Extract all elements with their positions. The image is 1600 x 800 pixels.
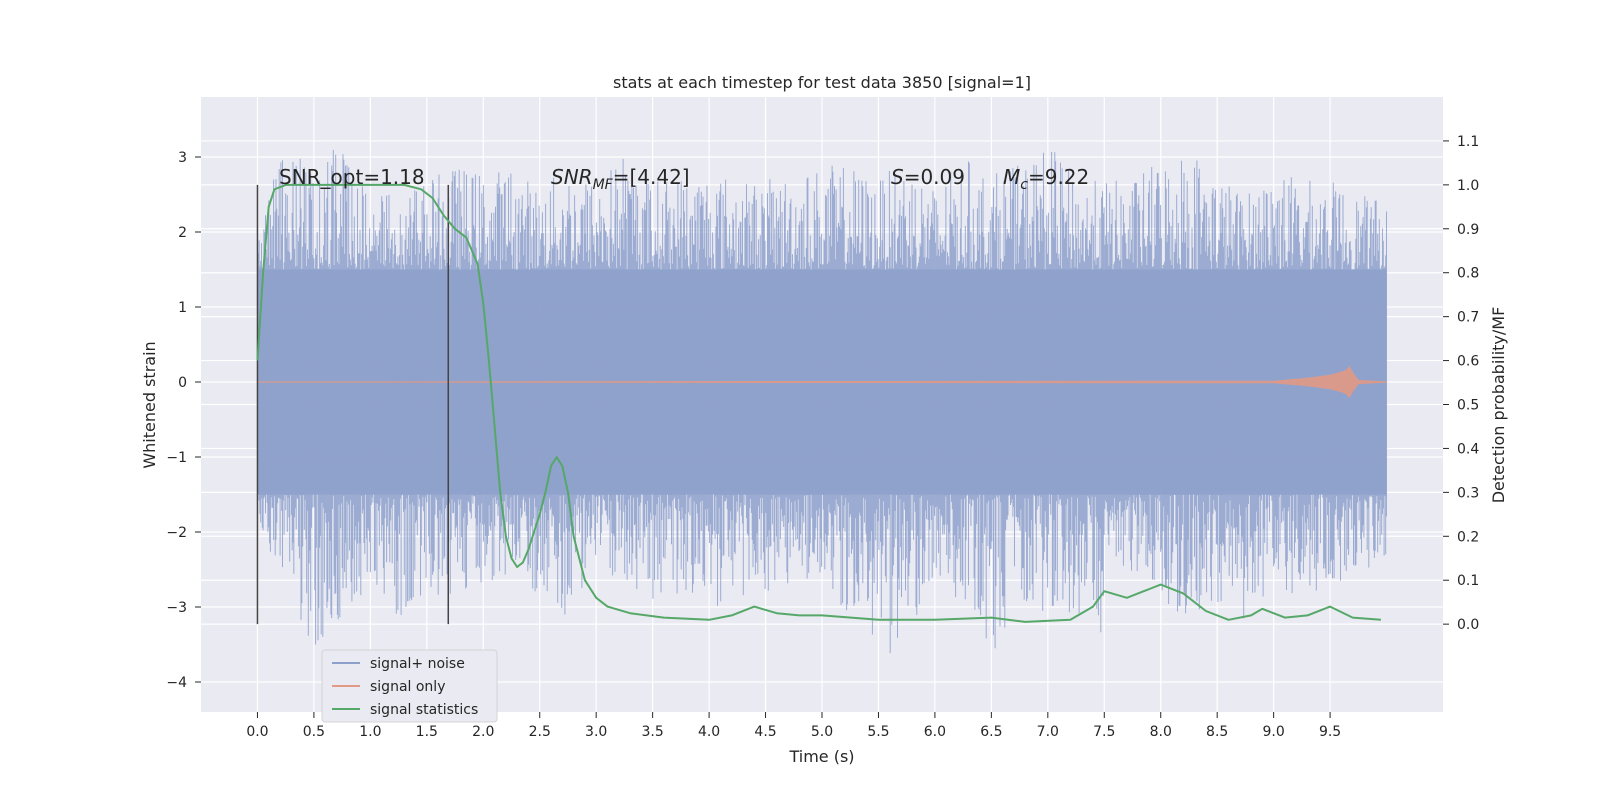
x-axis-ticks: 0.0 0.5 1.0 1.5 2.0 2.5 3.0 3.5 4.0 4.5 5.0 5.5 6.0 6… — [246, 712, 1341, 740]
annotation-s: S=0.09 — [891, 165, 965, 189]
y2-tick-label: 0.1 — [1457, 573, 1479, 589]
legend: signal+ noise signal only signal statist… — [321, 649, 498, 723]
annotation-snr-mf: SNRMF=[4.42] — [551, 165, 690, 193]
annotation-mc-value: =9.22 — [1028, 165, 1089, 189]
annotation-mc-sub: c — [1020, 177, 1028, 193]
y-axis-label: Whitened strain — [140, 341, 159, 468]
x-tick-label: 7.5 — [1093, 724, 1115, 740]
x-tick-label: 4.0 — [698, 724, 720, 740]
legend-box — [321, 649, 498, 723]
legend-label-signal-statistics: signal statistics — [370, 702, 478, 718]
x-tick-label: 3.5 — [642, 724, 664, 740]
annotation-snr-mf-sub: MF — [593, 177, 614, 193]
x-tick-label: 8.5 — [1206, 724, 1228, 740]
chart-title: stats at each timestep for test data 385… — [613, 73, 1031, 92]
annotation-mc: Mc=9.22 — [1003, 165, 1089, 193]
x-tick-label: 9.5 — [1319, 724, 1341, 740]
x-tick-label: 6.5 — [980, 724, 1002, 740]
x-tick-label: 7.0 — [1037, 724, 1059, 740]
y-tick-label: 0 — [178, 375, 187, 391]
y2-tick-label: 0.0 — [1457, 617, 1479, 633]
x-tick-label: 3.0 — [585, 724, 607, 740]
signal-statistics-series — [256, 183, 1381, 623]
y2-tick-label: 1.0 — [1457, 178, 1479, 194]
y2-tick-label: 0.2 — [1457, 529, 1479, 545]
y2-tick-label: 0.9 — [1457, 222, 1479, 238]
x-tick-label: 5.0 — [811, 724, 833, 740]
x-tick-label: 2.0 — [472, 724, 494, 740]
x-tick-label: 0.0 — [246, 724, 268, 740]
legend-label-signal-only: signal only — [370, 679, 445, 695]
y2-tick-label: 0.8 — [1457, 266, 1479, 282]
x-tick-label: 9.0 — [1263, 724, 1285, 740]
y2-tick-label: 0.4 — [1457, 441, 1479, 457]
x-tick-label: 4.5 — [754, 724, 776, 740]
annotation-mc-base: M — [1003, 165, 1020, 189]
annotation-s-base: S — [891, 165, 904, 189]
y-axis-ticks: −4 −3 −2 −1 0 1 2 3 — [166, 150, 201, 691]
y-tick-label: −2 — [166, 525, 187, 541]
y-tick-label: −1 — [166, 450, 187, 466]
annotation-s-value: =0.09 — [904, 165, 965, 189]
x-tick-label: 2.5 — [529, 724, 551, 740]
legend-label-signal-noise: signal+ noise — [370, 656, 465, 672]
y-tick-label: 2 — [178, 225, 187, 241]
signal-only-trace — [257, 365, 1387, 399]
x-tick-label: 8.0 — [1150, 724, 1172, 740]
y2-tick-label: 1.1 — [1457, 134, 1479, 150]
y2-tick-label: 0.5 — [1457, 398, 1479, 414]
y2-tick-label: 0.3 — [1457, 485, 1479, 501]
y-tick-label: −3 — [166, 600, 187, 616]
x-tick-label: 5.5 — [867, 724, 889, 740]
signal-only-series — [257, 365, 1387, 399]
x-tick-label: 6.0 — [924, 724, 946, 740]
y-tick-label: −4 — [166, 675, 187, 691]
signal-statistics-line — [256, 183, 1381, 623]
x-tick-label: 1.0 — [359, 724, 381, 740]
vertical-markers — [256, 184, 450, 625]
y-tick-label: 1 — [178, 300, 187, 316]
annotation-snr-opt: SNR_opt=1.18 — [279, 165, 425, 189]
x-tick-label: 1.5 — [416, 724, 438, 740]
x-tick-label: 0.5 — [303, 724, 325, 740]
annotation-snr-mf-value: =[4.42] — [613, 165, 690, 189]
y2-axis-label: Detection probability/MF — [1489, 307, 1508, 504]
annotation-snr-mf-base: SNR — [551, 165, 593, 189]
y2-tick-label: 0.6 — [1457, 354, 1479, 370]
y2-tick-label: 0.7 — [1457, 310, 1479, 326]
x-axis-label: Time (s) — [788, 747, 854, 766]
y-tick-label: 3 — [178, 150, 187, 166]
y2-axis-ticks: 0.0 0.1 0.2 0.3 0.4 0.5 0.6 0.7 0.8 0.9 1.0 1.1 — [1443, 134, 1479, 633]
